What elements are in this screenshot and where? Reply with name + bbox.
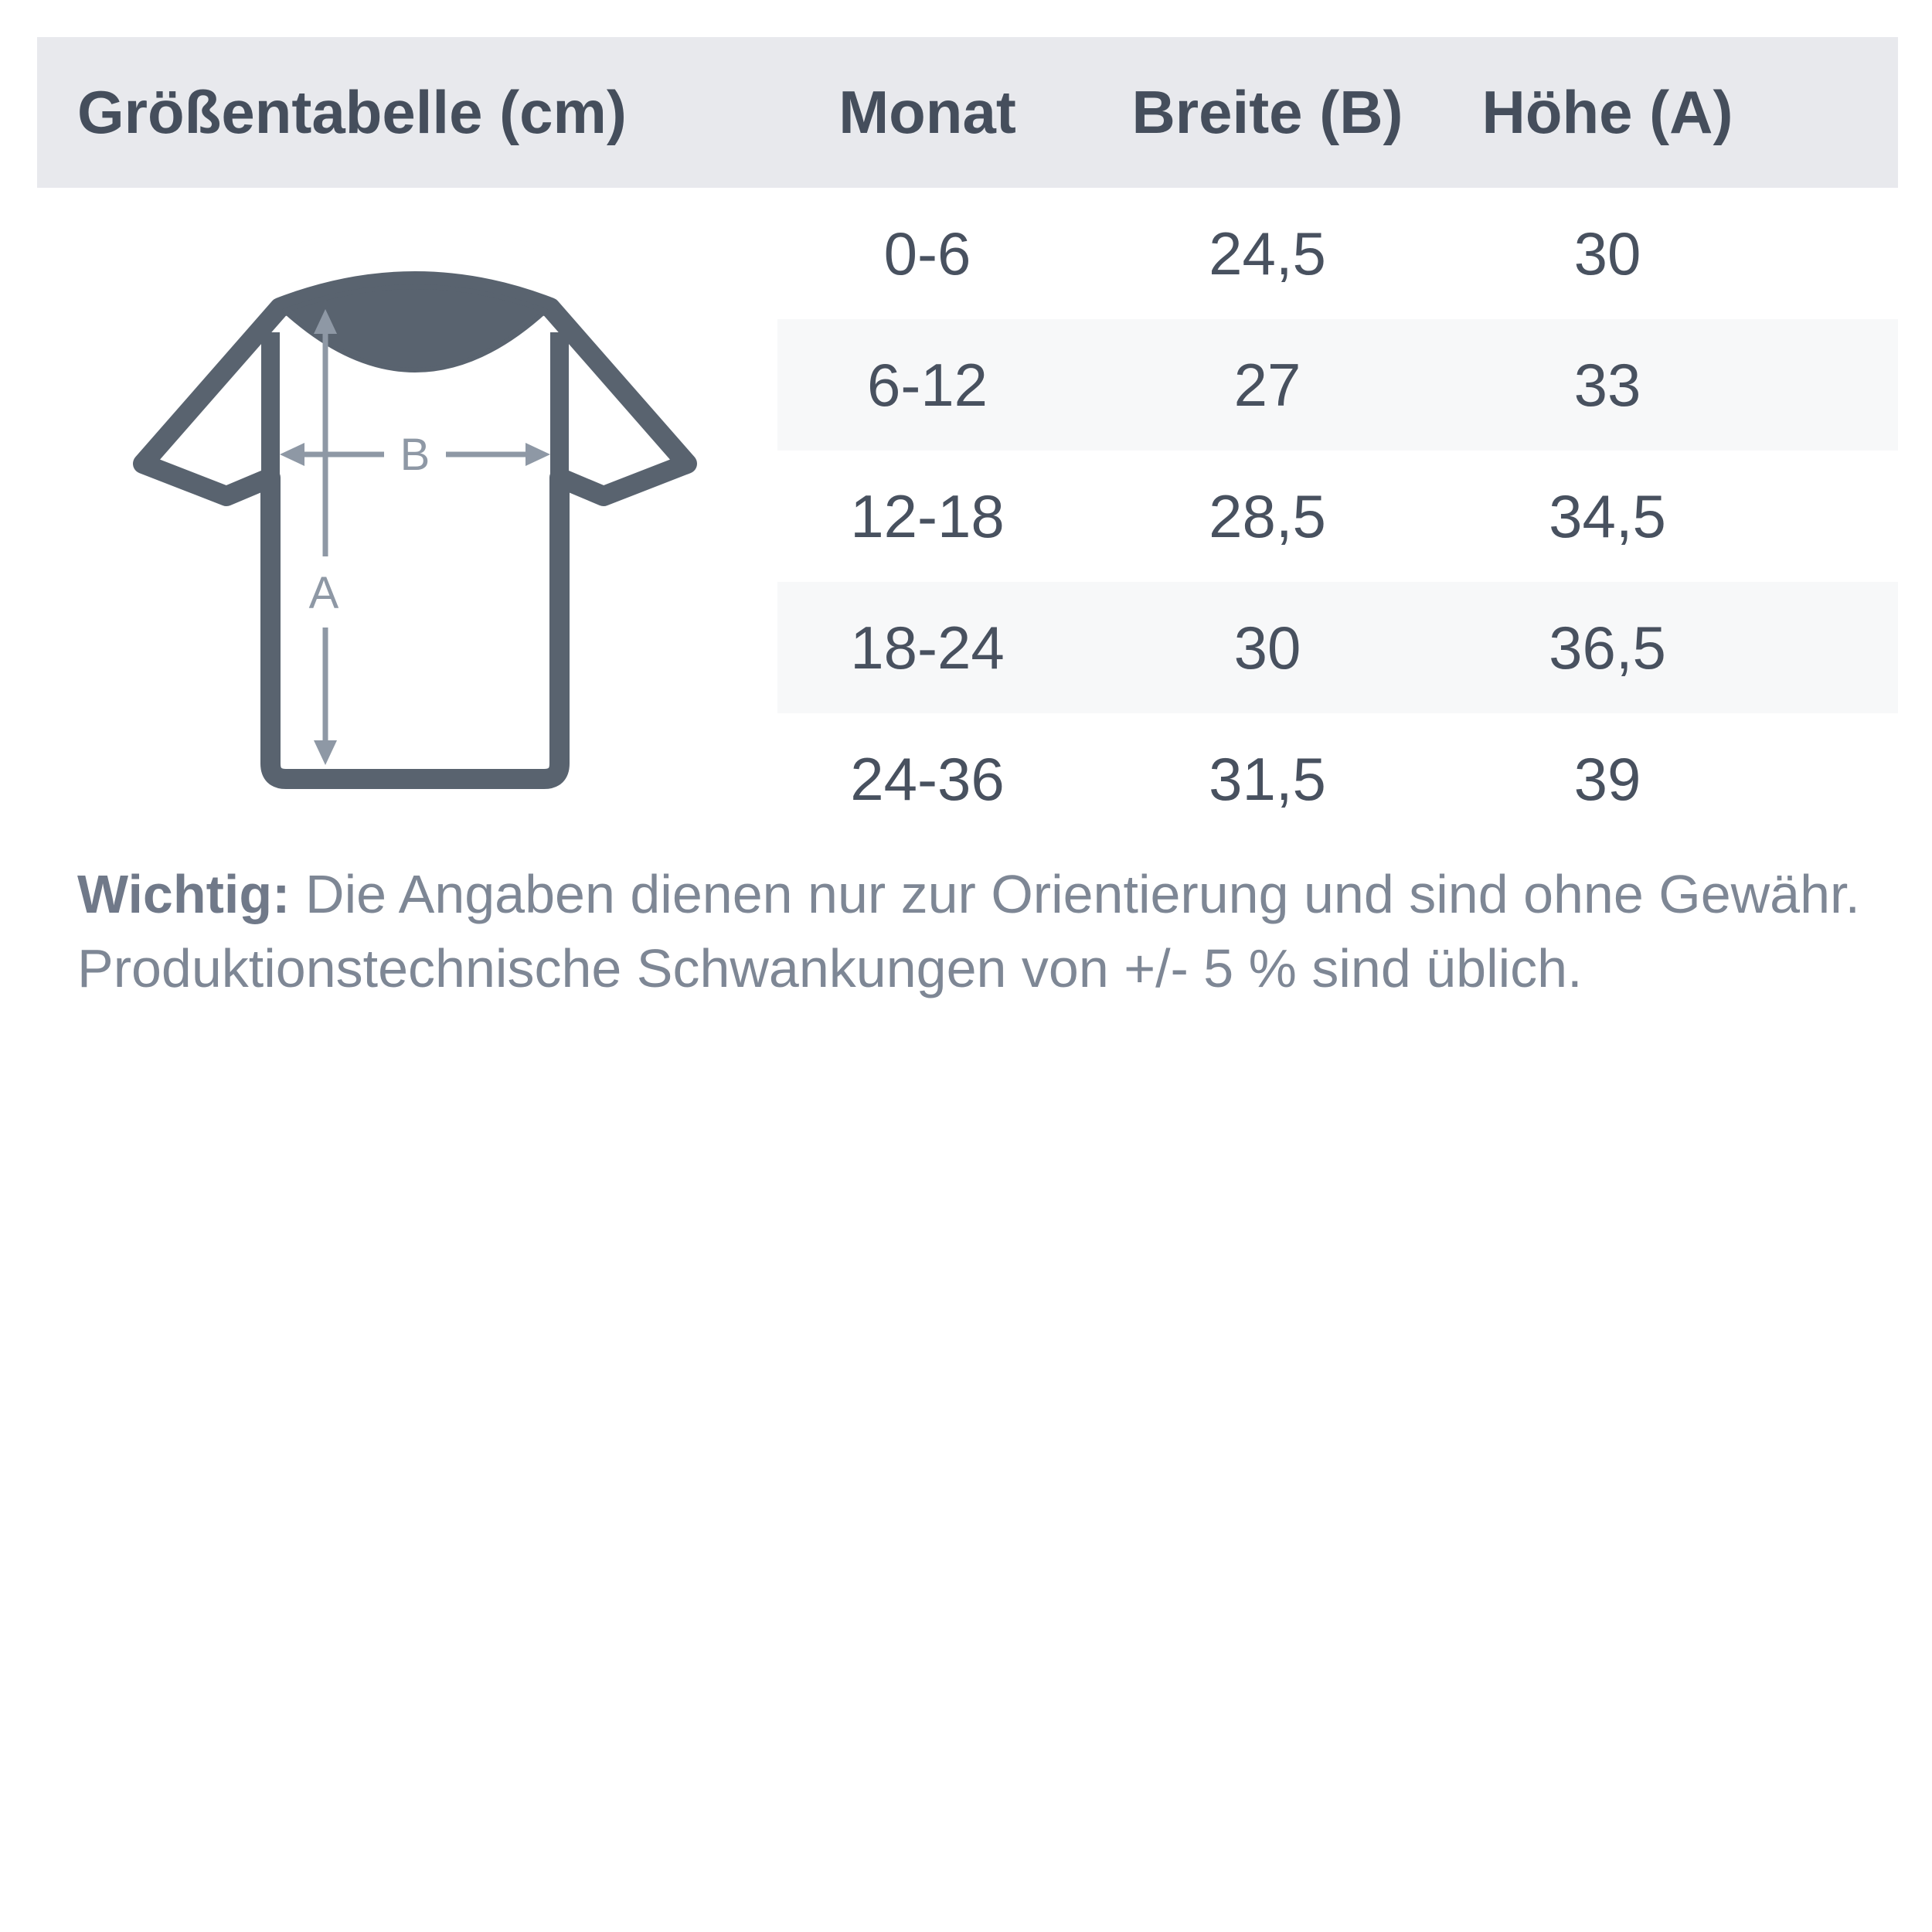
table-row: 6-12 27 33 (0, 319, 1932, 451)
table-row: 24-36 31,5 39 (0, 713, 1932, 845)
note-text-2: Produktionstechnische Schwankungen von +… (77, 938, 1583, 998)
cell-hoehe: 30 (1573, 219, 1641, 287)
cell-hoehe: 33 (1573, 351, 1641, 419)
table-header-bar (37, 37, 1898, 188)
table-title: Größentabelle (cm) (77, 78, 627, 146)
cell-hoehe: 39 (1573, 745, 1641, 813)
cell-breite: 27 (1233, 351, 1301, 419)
table-row: 12-18 28,5 34,5 (0, 451, 1932, 582)
note-line-2: Produktionstechnische Schwankungen von +… (77, 937, 1583, 999)
column-header-breite: Breite (B) (1131, 78, 1403, 146)
note-text-1: Die Angaben dienen nur zur Orientierung … (305, 864, 1860, 924)
note-line-1: Wichtig: Die Angaben dienen nur zur Orien… (77, 863, 1860, 925)
cell-hoehe: 36,5 (1549, 614, 1666, 682)
row-background (777, 319, 1898, 451)
cell-monat: 0-6 (883, 219, 971, 287)
cell-monat: 24-36 (850, 745, 1005, 813)
cell-monat: 12-18 (850, 482, 1005, 550)
cell-breite: 30 (1233, 614, 1301, 682)
column-header-hoehe: Höhe (A) (1481, 78, 1733, 146)
cell-breite: 28,5 (1209, 482, 1326, 550)
table-row: 0-6 24,5 30 (0, 188, 1932, 319)
row-background (777, 582, 1898, 713)
cell-breite: 24,5 (1209, 219, 1326, 287)
table-row: 18-24 30 36,5 (0, 582, 1932, 713)
note-lead: Wichtig: (77, 864, 291, 924)
cell-breite: 31,5 (1209, 745, 1326, 813)
cell-monat: 6-12 (866, 351, 988, 419)
cell-hoehe: 34,5 (1549, 482, 1666, 550)
column-header-monat: Monat (838, 78, 1016, 146)
cell-monat: 18-24 (850, 614, 1005, 682)
